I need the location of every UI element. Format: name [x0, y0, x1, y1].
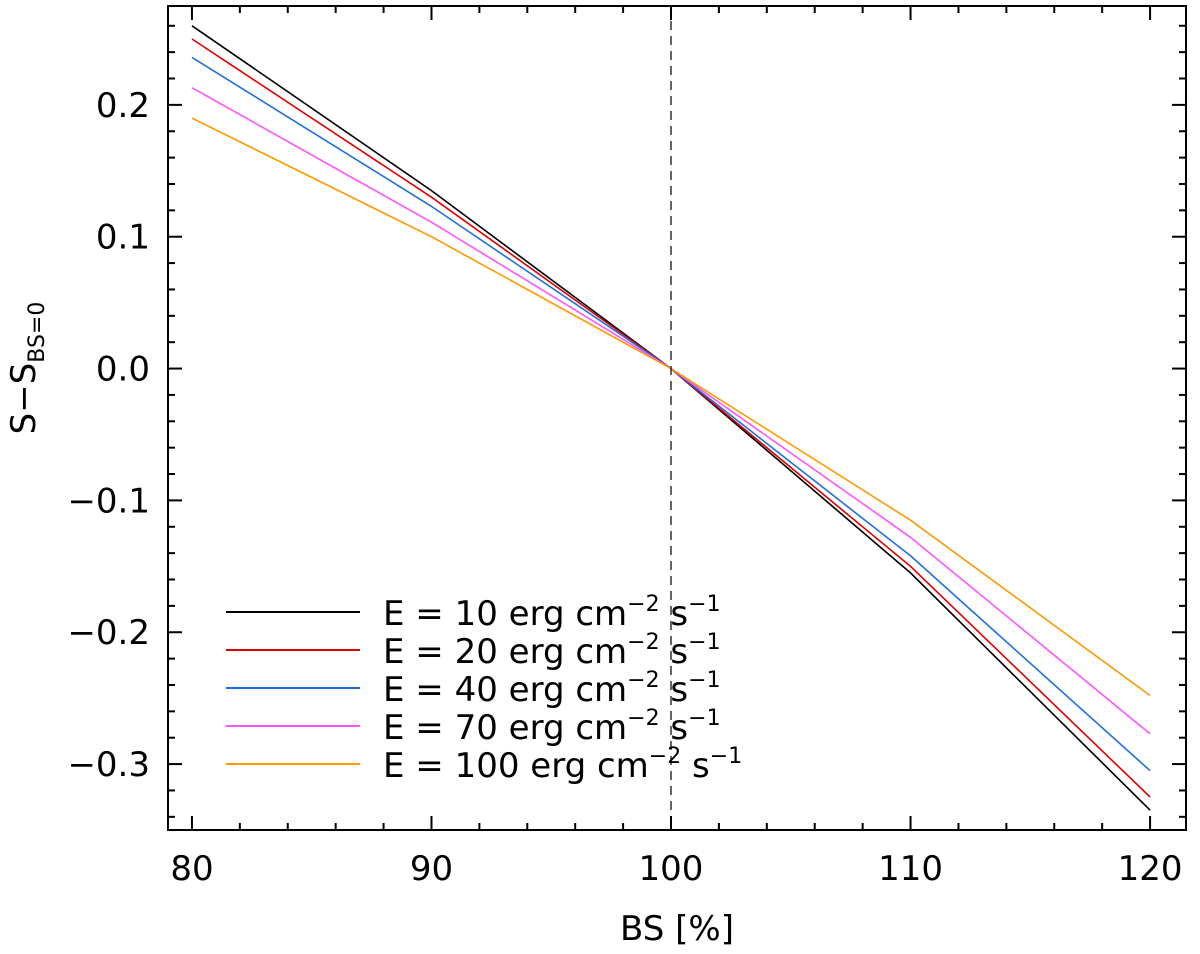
y-tick-label: −0.1 [67, 481, 150, 521]
x-tick-label: 100 [639, 849, 704, 889]
y-axis-title-subscript: BS=0 [25, 302, 50, 363]
legend-text-part: s [660, 594, 689, 634]
axes-layer: 80 90 100 110 120 0.2 0.1 0.0 −0.1 −0.2 −0.3 [67, 5, 1187, 889]
x-tick-label: 120 [1118, 849, 1183, 889]
legend-text-part: E = 70 erg cm [383, 708, 627, 748]
x-tick-label: 90 [410, 849, 453, 889]
legend-text-part: s [681, 746, 710, 786]
x-tick-label: 110 [878, 849, 943, 889]
x-tick-label: 80 [170, 849, 213, 889]
y-tick-label: 0.1 [96, 218, 150, 258]
legend-text-part: s [660, 632, 689, 672]
legend-text-part: s [660, 670, 689, 710]
y-tick-label: −0.3 [67, 745, 150, 785]
legend-exponent: −1 [688, 706, 720, 731]
legend-label-e100: E = 100 erg cm−2 s−1 [383, 744, 742, 786]
legend-text-part: E = 40 erg cm [383, 670, 627, 710]
legend-text-part: E = 10 erg cm [383, 594, 627, 634]
legend-exponent: −1 [688, 630, 720, 655]
legend-exponent: −2 [627, 706, 659, 731]
legend-label-e40: E = 40 erg cm−2 s−1 [383, 668, 721, 710]
legend-label-e10: E = 10 erg cm−2 s−1 [383, 592, 721, 634]
legend-text-part: s [660, 708, 689, 748]
legend-exponent: −2 [627, 668, 659, 693]
y-tick-label: −0.2 [67, 613, 150, 653]
x-axis-title: BS [%] [620, 909, 734, 949]
legend-label-e70: E = 70 erg cm−2 s−1 [383, 706, 721, 748]
legend-exponent: −2 [627, 592, 659, 617]
y-axis-title: S−SBS=0 [4, 302, 50, 435]
legend-text-part: E = 20 erg cm [383, 632, 627, 672]
legend-text-part: E = 100 erg cm [383, 746, 649, 786]
legend-exponent: −2 [649, 744, 681, 769]
legend-label-e20: E = 20 erg cm−2 s−1 [383, 630, 721, 672]
y-axis-title-main: S−S [4, 363, 44, 435]
legend-exponent: −1 [710, 744, 742, 769]
legend: E = 10 erg cm−2 s−1E = 20 erg cm−2 s−1E … [226, 592, 742, 786]
y-tick-label: 0.2 [96, 86, 150, 126]
legend-exponent: −1 [688, 668, 720, 693]
legend-exponent: −2 [627, 630, 659, 655]
legend-exponent: −1 [688, 592, 720, 617]
plot-frame [167, 5, 1187, 831]
y-tick-label: 0.0 [96, 350, 150, 390]
